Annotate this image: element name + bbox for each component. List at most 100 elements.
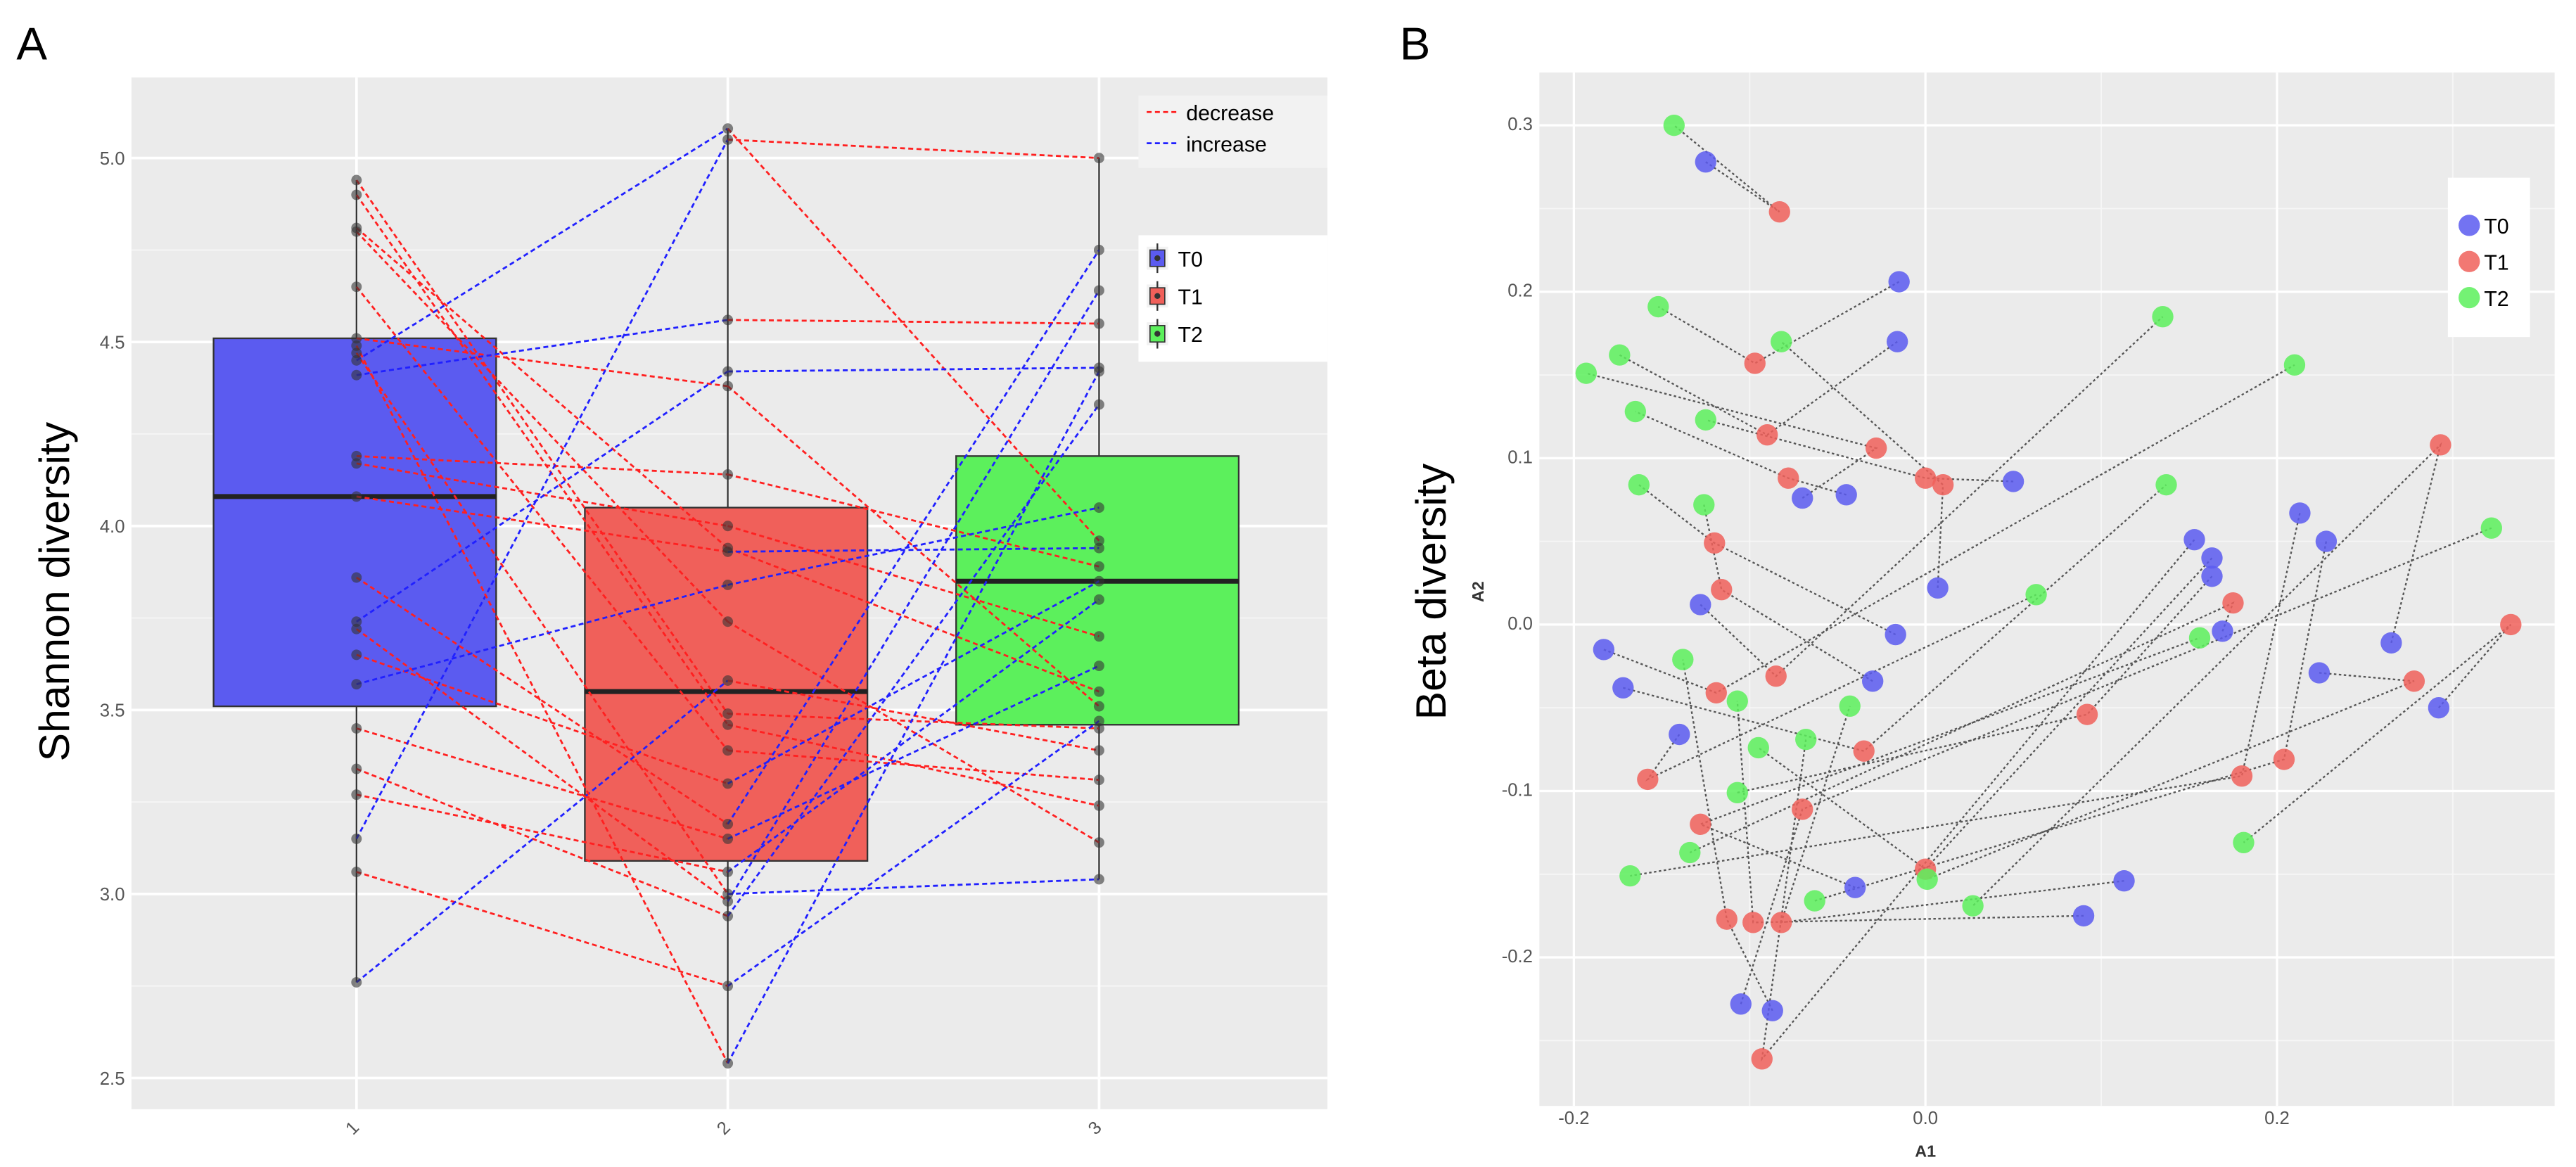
data-point [1093, 723, 1104, 734]
data-point [1093, 631, 1104, 642]
T1-point [2273, 748, 2295, 770]
y-tick-label: 4.5 [100, 333, 125, 353]
data-point [722, 579, 734, 590]
data-point [351, 833, 362, 844]
T0-point [2212, 620, 2233, 642]
decrease-line [727, 620, 1100, 843]
data-point [351, 616, 362, 627]
data-point [351, 340, 362, 351]
data-point [722, 833, 734, 844]
T0-point [1593, 639, 1615, 661]
data-point [722, 895, 734, 907]
T1-point [1637, 768, 1659, 791]
T0-point [1669, 723, 1690, 746]
subject-link-line [1630, 513, 2301, 877]
data-point [1093, 399, 1104, 410]
T1-point [1704, 532, 1726, 554]
data-point [722, 123, 734, 134]
T1-point [1778, 467, 1799, 489]
x-tick-label: 1 [342, 1118, 363, 1139]
y-tick-label: 2.5 [100, 1069, 125, 1089]
increase-line [727, 249, 1100, 825]
decrease-legend-label: decrease [1186, 102, 1274, 125]
T2-point [2480, 517, 2502, 539]
subject-link-line [1623, 484, 2167, 752]
T0-point [2315, 530, 2338, 552]
decrease-line [356, 462, 728, 528]
data-point [351, 491, 362, 502]
T0-point [2072, 905, 2095, 927]
increase-line [727, 665, 1100, 840]
T0-point [1844, 876, 1866, 898]
data-point [351, 458, 362, 469]
decrease-line [356, 727, 729, 840]
T1-point [2076, 703, 2098, 725]
decrease-line [355, 628, 729, 903]
T1-point [1690, 813, 1711, 835]
T2-point [2152, 306, 2174, 328]
increase-line [356, 370, 729, 623]
T2-point [1804, 890, 1825, 912]
T2-point [2025, 584, 2047, 606]
T1-point [2500, 613, 2522, 636]
y-tick-label: 3.0 [100, 885, 125, 905]
decrease-line [355, 179, 729, 715]
T1-point [1711, 579, 1733, 601]
x-tick-label: 0.2 [2264, 1109, 2290, 1128]
T1-point [1853, 740, 1875, 762]
data-point [722, 778, 734, 789]
data-point [351, 450, 362, 461]
y-axis-title-b: Beta diversity [1407, 463, 1455, 720]
T2-point [1693, 494, 1715, 516]
increase-line [727, 366, 1099, 373]
decrease-line [355, 345, 729, 1064]
data-point [1093, 244, 1104, 255]
T0-point [2380, 632, 2402, 654]
T0-point [2289, 502, 2311, 524]
data-point [351, 333, 362, 344]
T2-point [1916, 868, 1938, 891]
data-point [351, 189, 362, 200]
subject-link-line [1780, 340, 1944, 588]
panel-label-b: B [1400, 18, 1431, 69]
T2-point [1647, 295, 1669, 318]
data-point [722, 381, 734, 392]
legend-key-point [1154, 255, 1161, 262]
data-point [351, 355, 362, 366]
data-point [722, 819, 734, 829]
y-tick-label: 0.0 [1507, 614, 1533, 634]
increase-line [356, 584, 728, 686]
decrease-line [727, 713, 1099, 729]
data-point [351, 369, 362, 381]
T2-point [2233, 831, 2255, 853]
data-point [351, 572, 362, 583]
T0-legend-label: T0 [1178, 248, 1203, 272]
T1-legend-key [2459, 250, 2480, 272]
T2-point [1619, 865, 1641, 887]
increase-line [356, 127, 729, 362]
T1-point [1932, 473, 1954, 496]
data-point [1093, 153, 1104, 164]
T1-point [1742, 912, 1764, 933]
T2-point [1628, 473, 1650, 496]
data-point [1093, 774, 1104, 786]
data-point [1093, 366, 1104, 377]
data-point [351, 649, 362, 661]
T0-point [2183, 529, 2205, 551]
T2-point [1795, 728, 1817, 751]
decrease-line [727, 139, 1099, 160]
data-point [1093, 701, 1104, 712]
decrease-line [727, 749, 1099, 782]
T1-point [1792, 798, 1813, 820]
increase-line [355, 139, 729, 840]
T1-point [1744, 352, 1766, 374]
T2-point [1679, 841, 1701, 864]
decrease-line [356, 793, 728, 873]
T2-point [2155, 473, 2177, 496]
T2-point [1672, 649, 1694, 670]
y-tick-label: 3.5 [100, 701, 125, 721]
T0-point [1612, 677, 1634, 699]
T1-legend-label: T1 [1178, 286, 1203, 309]
data-point [1093, 745, 1104, 756]
